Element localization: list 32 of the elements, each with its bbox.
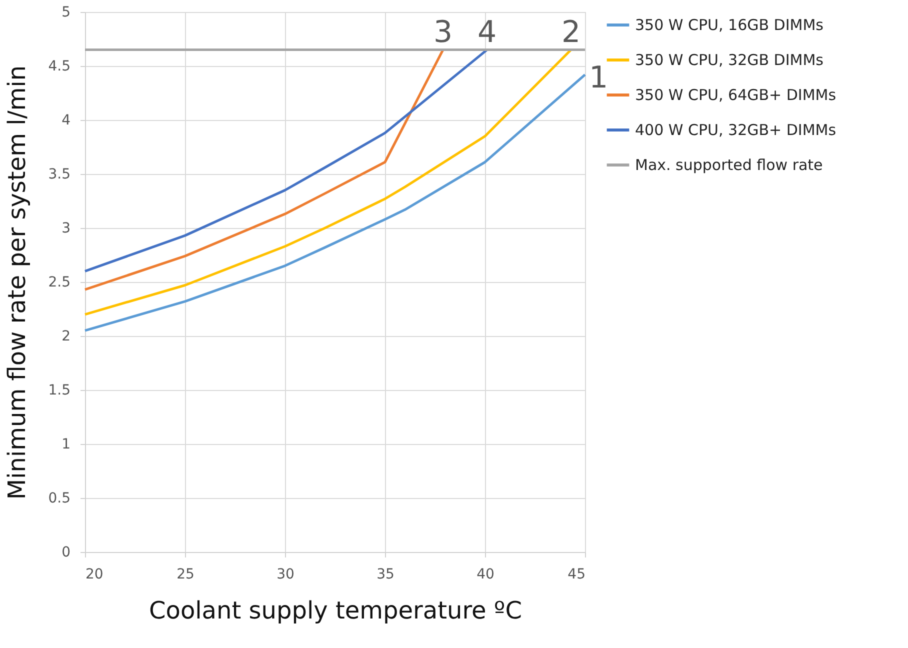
y-tick-label: 4 <box>62 112 71 128</box>
y-tick-label: 4.5 <box>48 58 70 74</box>
y-tick-label: 5 <box>62 4 70 20</box>
y-tick-label: 2 <box>62 328 70 344</box>
y-tick-label: 3.5 <box>48 166 70 182</box>
y-tick-label: 0 <box>62 544 70 560</box>
y-tick-label: 0.5 <box>48 490 70 506</box>
legend-label: 350 W CPU, 16GB DIMMs <box>635 16 824 34</box>
legend-label: 350 W CPU, 64GB+ DIMMs <box>635 86 836 104</box>
x-tick-label: 25 <box>176 566 194 582</box>
legend-label: 400 W CPU, 32GB+ DIMMs <box>635 121 836 139</box>
y-tick-label: 3 <box>62 220 70 236</box>
annotation: 1 <box>589 60 608 96</box>
x-tick-label: 30 <box>276 566 294 582</box>
line-series <box>84 73 586 332</box>
x-tick-label: 20 <box>86 566 104 582</box>
legend-label: Max. supported flow rate <box>635 156 823 174</box>
annotation: 3 <box>433 14 453 50</box>
legend-label: 350 W CPU, 32GB DIMMs <box>635 51 824 69</box>
annotation: 2 <box>561 14 581 50</box>
x-tick-label: 40 <box>476 566 494 582</box>
x-tick-label: 45 <box>568 566 586 582</box>
x-tick-label: 35 <box>376 566 394 582</box>
y-tick-label: 1.5 <box>48 382 70 398</box>
line-series <box>84 48 572 316</box>
y-tick-label: 1 <box>62 436 70 452</box>
y-tick-label: 2.5 <box>48 274 70 290</box>
annotation: 4 <box>477 14 497 50</box>
x-axis-title: Coolant supply temperature ºC <box>149 596 522 624</box>
line-series <box>84 48 488 272</box>
y-axis-title: Minimum flow rate per system l/min <box>3 65 32 500</box>
line-series <box>84 48 444 291</box>
